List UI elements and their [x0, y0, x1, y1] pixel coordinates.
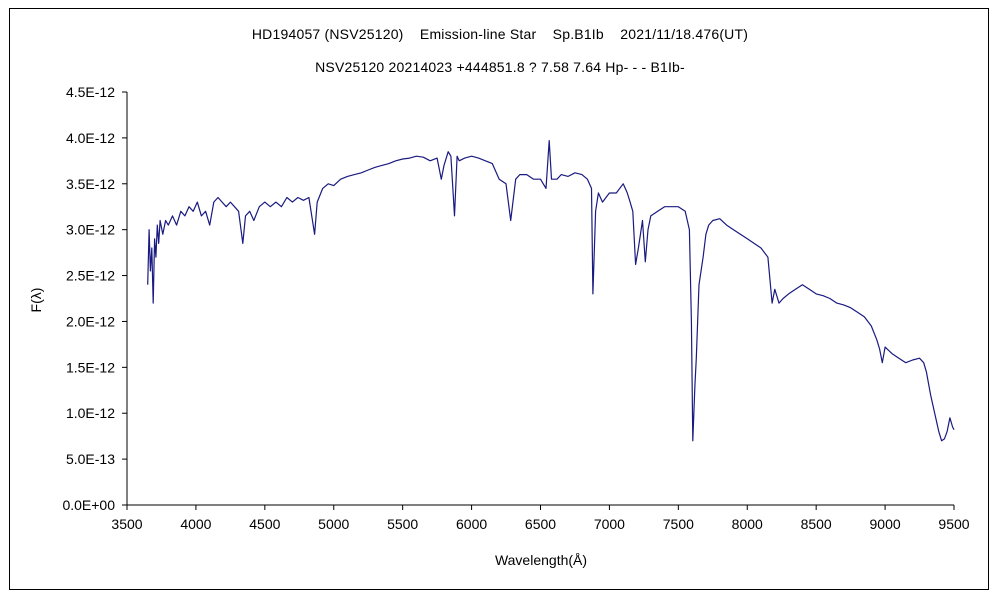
x-tick-label: 6500 [525, 516, 556, 532]
y-tick-label: 5.0E-13 [66, 451, 115, 467]
x-tick-label: 9500 [938, 516, 969, 532]
y-tick-label: 4.0E-12 [66, 130, 115, 146]
x-tick-label: 6000 [456, 516, 487, 532]
y-tick-label: 3.0E-12 [66, 222, 115, 238]
y-axis-label: F(λ) [28, 288, 44, 313]
y-tick-label: 3.5E-12 [66, 176, 115, 192]
x-axis: 3500 4000 4500 5000 5500 6000 6500 7000 7500 8000… [111, 505, 970, 532]
x-tick-label: 4500 [249, 516, 280, 532]
chart-frame [9, 8, 989, 590]
x-tick-label: 5500 [387, 516, 418, 532]
x-tick-label: 3500 [111, 516, 142, 532]
x-tick-label: 5000 [318, 516, 349, 532]
x-tick-label: 7500 [663, 516, 694, 532]
x-tick-label: 4000 [180, 516, 211, 532]
x-tick-label: 8500 [801, 516, 832, 532]
spectrum-line [147, 140, 955, 442]
x-tick-label: 9000 [870, 516, 901, 532]
chart-title: HD194057 (NSV25120) Emission-line Star S… [251, 26, 749, 42]
y-axis: 0.0E+00 5.0E-13 1.0E-12 1.5E-12 2.0E-12 2.5E-… [62, 84, 127, 513]
x-tick-label: 7000 [594, 516, 625, 532]
y-tick-label: 1.5E-12 [66, 359, 115, 375]
x-axis-label: Wavelength(Å) [495, 552, 587, 568]
chart-subtitle: NSV25120 20214023 +444851.8 ? 7.58 7.64 … [315, 59, 685, 75]
x-tick-label: 8000 [732, 516, 763, 532]
y-tick-label: 2.0E-12 [66, 313, 115, 329]
y-tick-label: 1.0E-12 [66, 405, 115, 421]
y-tick-label: 2.5E-12 [66, 268, 115, 284]
y-tick-label: 0.0E+00 [62, 497, 115, 513]
y-tick-label: 4.5E-12 [66, 84, 115, 100]
plot-area [147, 140, 955, 442]
